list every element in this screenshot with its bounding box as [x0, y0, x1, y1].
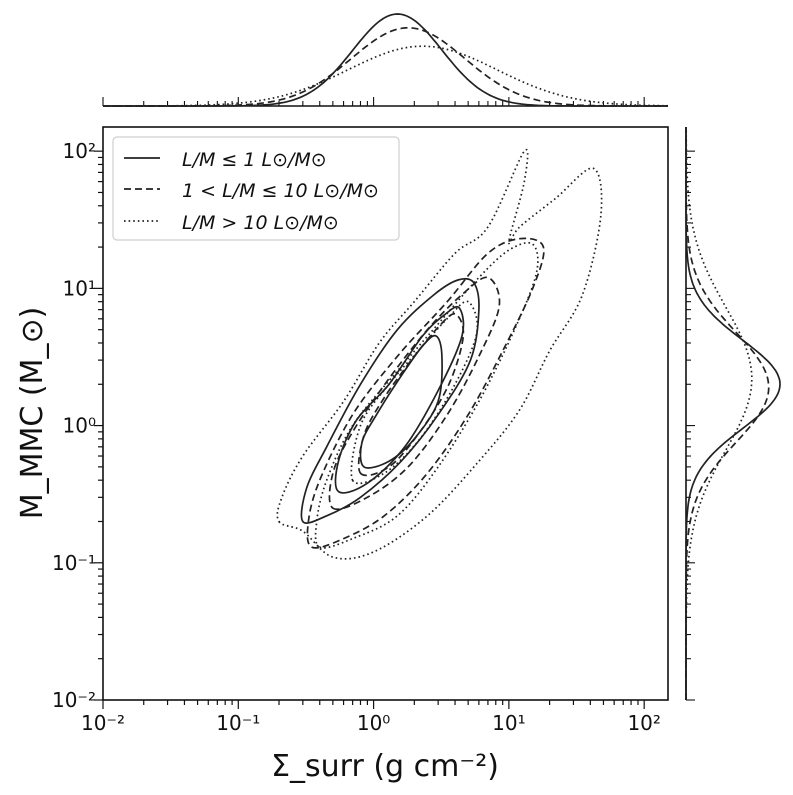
- y-tick-labels: 10⁻² 10⁻¹ 10⁰ 10¹ 10²: [52, 139, 96, 712]
- main-plot-frame: [102, 126, 669, 701]
- top-marginal-dotted: [103, 45, 668, 107]
- y-tick-label: 10⁻¹: [52, 551, 96, 575]
- legend-frame: [112, 136, 400, 241]
- contour-solid-1: [300, 277, 480, 524]
- y-tick-label: 10⁻²: [52, 688, 96, 712]
- right-marginal-dashed: [685, 127, 770, 700]
- contour-dotted-2: [314, 241, 539, 549]
- top-marginal-dashed: [103, 26, 668, 107]
- right-marginal-ticks: [686, 150, 695, 701]
- contour-dashed-2: [328, 276, 501, 511]
- y-axis-label: M_MMC (M_⊙): [15, 307, 50, 520]
- main-panel: 10⁻² 10⁻¹ 10⁰ 10¹ 10² 10⁻² 10⁻¹ 10⁰ 10¹ 10²: [52, 126, 669, 735]
- top-marginal-ticks: [102, 97, 645, 106]
- top-marginal-solid: [103, 13, 668, 107]
- right-marginal-panel: [685, 126, 781, 701]
- y-tick-label: 10¹: [63, 276, 96, 300]
- contour-dashed-1: [306, 237, 545, 549]
- right-marginal-dotted: [685, 126, 753, 700]
- legend: L/M ≤ 1 L⊙/M⊙ 1 < L/M ≤ 10 L⊙/M⊙ L/M > 1…: [112, 136, 400, 241]
- top-marginal-curves: [103, 13, 668, 107]
- main-axis-ticks: [94, 150, 645, 709]
- top-marginal-panel: [102, 13, 668, 107]
- x-tick-label: 10⁻¹: [216, 711, 260, 735]
- x-tick-labels: 10⁻² 10⁻¹ 10⁰ 10¹ 10²: [81, 711, 661, 735]
- x-tick-label: 10¹: [492, 711, 525, 735]
- contour-solid-3: [359, 334, 443, 469]
- right-marginal-solid: [685, 127, 781, 700]
- y-tick-label: 10²: [63, 139, 96, 163]
- legend-label-3: L/M > 10 L⊙/M⊙: [182, 212, 339, 234]
- legend-label-2: 1 < L/M ≤ 10 L⊙/M⊙: [182, 180, 379, 202]
- x-tick-label: 10⁰: [357, 711, 390, 735]
- right-marginal-curves: [685, 126, 781, 700]
- x-axis-label: Σ_surr (g cm⁻²): [271, 749, 499, 784]
- x-tick-label: 10²: [627, 711, 660, 735]
- legend-label-1: L/M ≤ 1 L⊙/M⊙: [182, 149, 327, 171]
- contours: [276, 148, 603, 560]
- x-tick-label: 10⁻²: [81, 711, 125, 735]
- y-tick-label: 10⁰: [63, 414, 96, 438]
- contour-dotted-3: [350, 300, 479, 485]
- contour-solid-2: [334, 305, 465, 494]
- contour-dashed-3: [357, 313, 465, 477]
- contour-dotted-1: [276, 148, 603, 560]
